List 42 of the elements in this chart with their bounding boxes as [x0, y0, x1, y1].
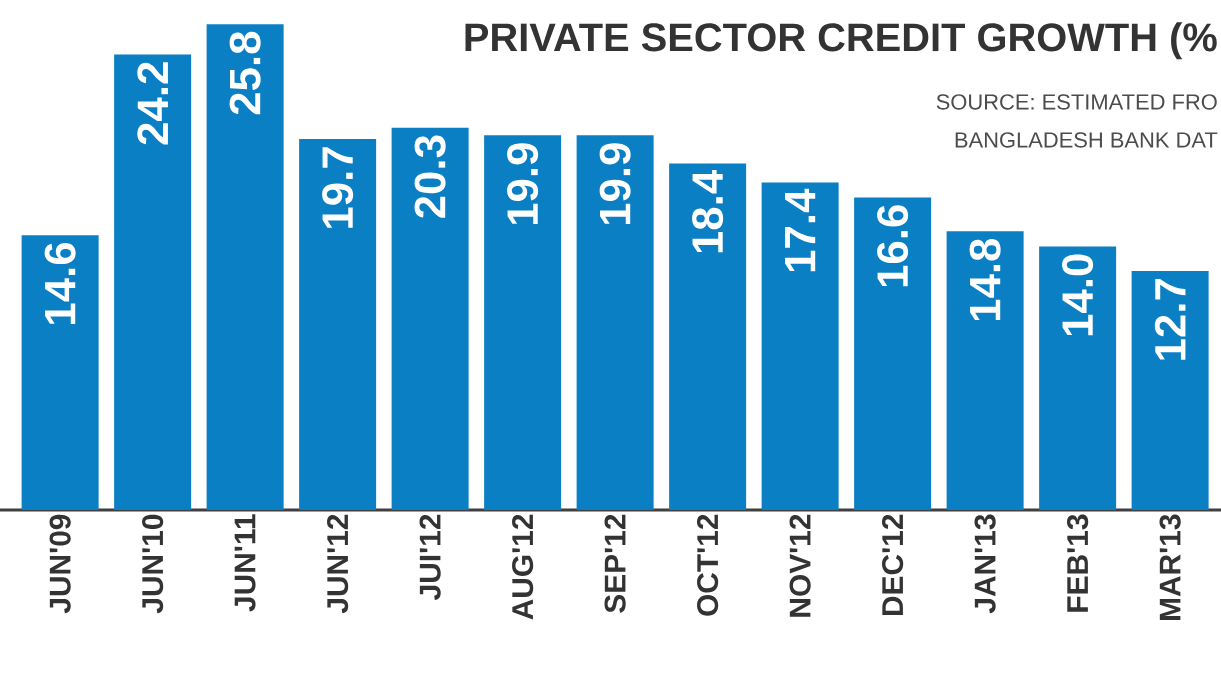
x-tick-label: JUN'12 [327, 514, 349, 614]
bar [21, 235, 99, 510]
data-label: 20.3 [414, 135, 446, 218]
bar [854, 197, 932, 510]
annotation: BANGLADESH BANK DAT [955, 132, 1218, 148]
data-label: 16.6 [877, 205, 909, 287]
x-tick-label: JUN'09 [49, 514, 71, 614]
x-tick-label: MAR'13 [1159, 514, 1181, 620]
x-tick-label: FEB'13 [1067, 514, 1089, 612]
bar [1039, 246, 1117, 510]
data-label: 14.8 [969, 238, 1001, 321]
x-tick-label: JUN'11 [234, 514, 256, 612]
bar [1131, 270, 1209, 510]
data-label: 14.6 [44, 242, 76, 324]
data-label: 14.0 [1062, 254, 1094, 336]
data-label: 12.7 [1154, 279, 1186, 360]
x-tick-label: DEC'12 [882, 514, 904, 615]
data-label: 17.4 [785, 188, 816, 272]
x-tick-label: SEP'12 [604, 514, 626, 613]
x-tick-label: JAN'13 [974, 514, 996, 614]
x-tick-label: OCT'12 [697, 514, 719, 616]
annotation: SOURCE: ESTIMATED FRO [936, 94, 1217, 110]
data-label: 25.8 [229, 31, 261, 115]
chart-title: PRIVATE SECTOR CREDIT GROWTH (% [465, 22, 1217, 60]
x-tick-label: NOV'12 [789, 514, 811, 617]
x-tick-label: JUN'10 [142, 514, 164, 614]
bar [391, 127, 469, 510]
x-tick-label: JUI'12 [419, 514, 441, 600]
bar [206, 24, 284, 510]
bar [114, 54, 192, 510]
data-label: 19.9 [507, 143, 539, 225]
data-label: 19.9 [599, 143, 631, 225]
x-tick-label: AUG'12 [512, 514, 534, 620]
data-label: 18.4 [692, 170, 724, 253]
bar [946, 231, 1024, 510]
bar [761, 182, 839, 510]
data-label: 19.7 [322, 147, 354, 228]
bar [669, 163, 747, 510]
bar [299, 139, 377, 510]
bar [576, 135, 654, 510]
bar [484, 135, 562, 510]
data-label: 24.2 [137, 62, 168, 145]
